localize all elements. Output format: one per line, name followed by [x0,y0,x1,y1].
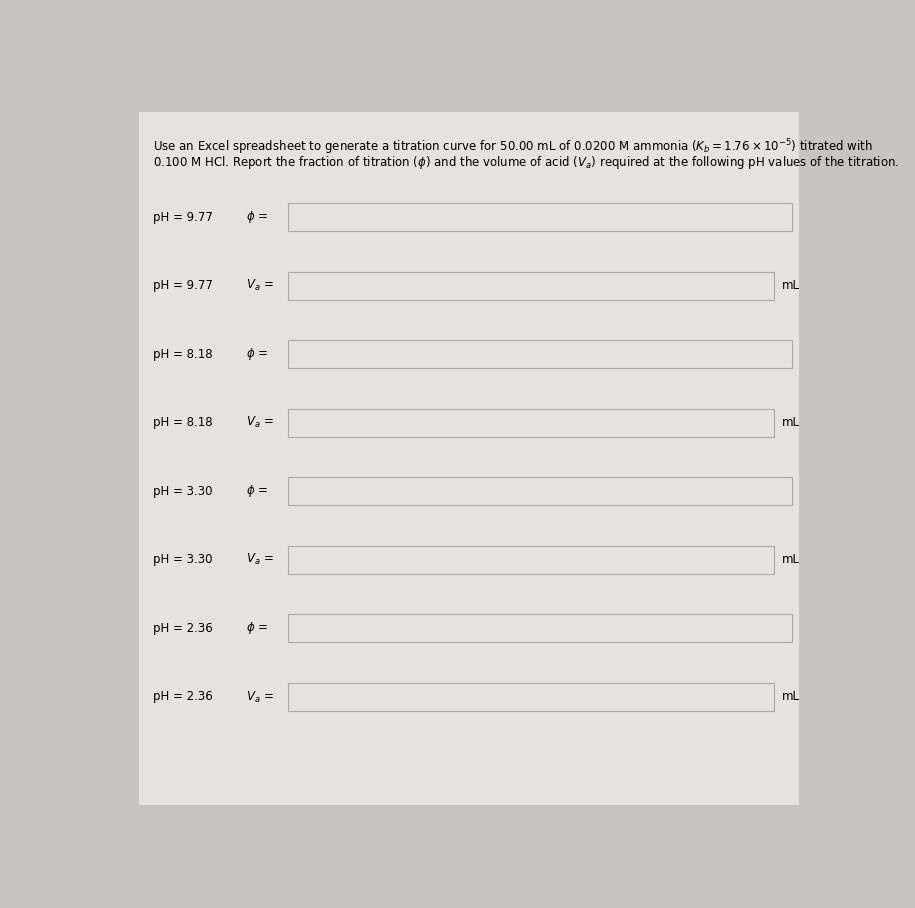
Text: pH = 9.77: pH = 9.77 [154,211,213,224]
Text: pH = 2.36: pH = 2.36 [154,622,213,635]
FancyBboxPatch shape [288,683,774,711]
Text: $V_a$ =: $V_a$ = [245,415,274,430]
Text: $V_a$ =: $V_a$ = [245,278,274,293]
FancyBboxPatch shape [139,113,799,804]
Text: mL: mL [782,280,801,292]
Text: $\phi$ =: $\phi$ = [245,483,268,499]
Text: $\phi$ =: $\phi$ = [245,620,268,637]
FancyBboxPatch shape [288,340,791,369]
Text: Use an Excel spreadsheet to generate a titration curve for 50.00 mL of 0.0200 M : Use an Excel spreadsheet to generate a t… [154,137,873,156]
Text: mL: mL [782,417,801,429]
Text: mL: mL [782,690,801,704]
FancyBboxPatch shape [288,203,791,232]
Text: pH = 8.18: pH = 8.18 [154,417,213,429]
Text: mL: mL [782,553,801,567]
Text: pH = 3.30: pH = 3.30 [154,553,213,567]
Text: pH = 9.77: pH = 9.77 [154,280,213,292]
FancyBboxPatch shape [288,615,791,643]
Text: $\phi$ =: $\phi$ = [245,346,268,362]
Text: 0.100 M HCl. Report the fraction of titration ($\phi$) and the volume of acid ($: 0.100 M HCl. Report the fraction of titr… [154,154,899,172]
Text: $V_a$ =: $V_a$ = [245,552,274,568]
FancyBboxPatch shape [288,271,774,300]
Text: $V_a$ =: $V_a$ = [245,689,274,705]
Text: pH = 2.36: pH = 2.36 [154,690,213,704]
Text: pH = 8.18: pH = 8.18 [154,348,213,360]
FancyBboxPatch shape [288,546,774,574]
Text: $\phi$ =: $\phi$ = [245,210,268,225]
Text: pH = 3.30: pH = 3.30 [154,485,213,498]
FancyBboxPatch shape [288,478,791,506]
FancyBboxPatch shape [288,409,774,437]
